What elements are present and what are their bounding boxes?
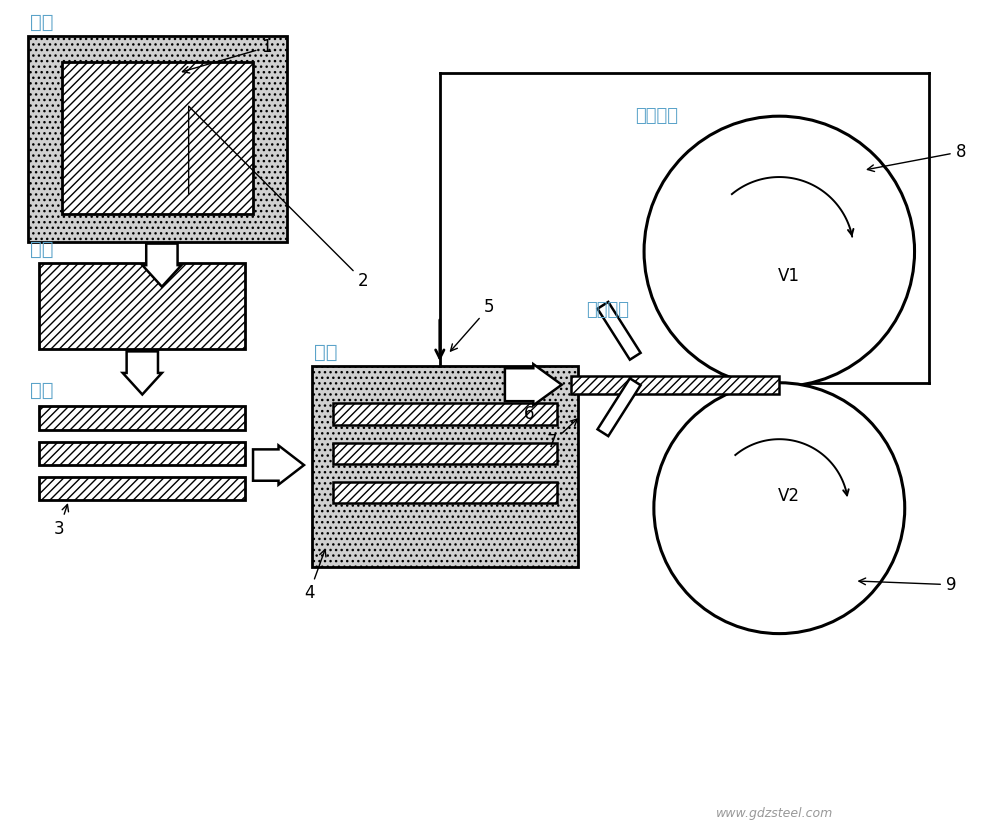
Text: 2: 2 <box>189 106 369 290</box>
Text: V2: V2 <box>778 488 800 505</box>
Polygon shape <box>598 302 641 360</box>
Bar <box>333 403 557 425</box>
Polygon shape <box>598 378 641 436</box>
Text: 深冷: 深冷 <box>314 343 337 362</box>
Bar <box>333 482 557 504</box>
Bar <box>571 376 779 394</box>
Polygon shape <box>123 351 162 395</box>
Bar <box>62 62 253 215</box>
Text: 8: 8 <box>867 142 966 172</box>
Bar <box>39 263 245 349</box>
Text: 5: 5 <box>450 298 494 351</box>
Bar <box>39 406 245 430</box>
Text: 7: 7 <box>547 419 577 452</box>
Text: 异步轧制: 异步轧制 <box>635 107 678 125</box>
Text: 切割: 切割 <box>30 381 53 401</box>
Text: 取样: 取样 <box>30 241 53 259</box>
Text: 液氮冷却: 液氮冷却 <box>586 301 629 319</box>
Text: 1: 1 <box>182 39 272 73</box>
Bar <box>312 366 578 567</box>
Text: V1: V1 <box>778 267 800 285</box>
Polygon shape <box>142 244 182 287</box>
Text: www.gdzsteel.com: www.gdzsteel.com <box>716 807 833 820</box>
Bar <box>333 442 557 464</box>
Polygon shape <box>505 365 562 406</box>
Circle shape <box>654 383 905 634</box>
Text: 6: 6 <box>524 405 535 423</box>
Bar <box>39 442 245 465</box>
Text: 4: 4 <box>304 550 326 603</box>
Text: 铸造: 铸造 <box>30 13 53 32</box>
Bar <box>39 477 245 500</box>
Text: 3: 3 <box>54 504 69 538</box>
Circle shape <box>644 116 915 386</box>
Bar <box>28 36 287 241</box>
Text: 9: 9 <box>859 576 956 593</box>
Polygon shape <box>253 446 304 484</box>
